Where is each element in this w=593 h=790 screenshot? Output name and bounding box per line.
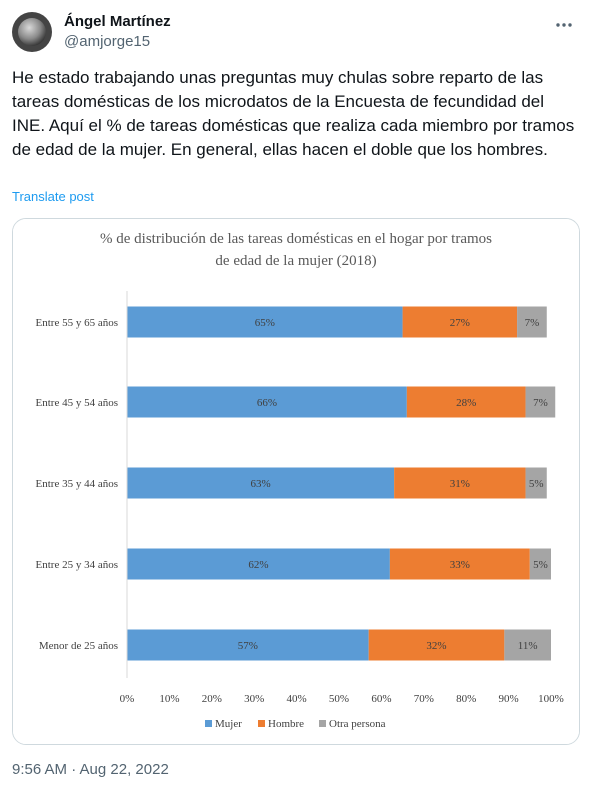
data-label: 5%	[533, 559, 548, 571]
data-label: 7%	[525, 317, 540, 329]
data-label: 5%	[529, 478, 544, 490]
category-label: Menor de 25 años	[39, 640, 118, 652]
x-tick-label: 70%	[414, 693, 434, 705]
x-tick-label: 30%	[244, 693, 264, 705]
more-button[interactable]	[553, 14, 575, 36]
data-label: 66%	[257, 397, 277, 409]
x-tick-label: 10%	[159, 693, 179, 705]
data-label: 32%	[426, 640, 446, 652]
bar-segment-hombre	[394, 467, 526, 499]
author-name[interactable]: Ángel Martínez	[64, 13, 171, 30]
data-label: 27%	[450, 317, 470, 329]
chart-bars: 65% 27% 7% 66% 28% 7% 63% 31% 5% 62% 33% 5% 57% 32% 11…	[127, 306, 556, 661]
bar-segment-mujer	[127, 467, 395, 499]
legend-swatch	[258, 720, 265, 727]
bar-segment-mujer	[127, 548, 390, 580]
category-label: Entre 45 y 54 años	[36, 397, 118, 409]
bar-segment-hombre	[402, 306, 518, 338]
post-header: Ángel Martínez @amjorge15	[12, 12, 581, 56]
stacked-bar-chart: % de distribución de las tareas doméstic…	[13, 219, 579, 744]
data-label: 33%	[450, 559, 470, 571]
category-label: Entre 35 y 44 años	[36, 478, 118, 490]
bar-segment-otra-persona	[504, 629, 551, 661]
chart-title-line-2: de edad de la mujer (2018)	[215, 253, 376, 269]
bar-segment-mujer	[127, 306, 403, 338]
data-label: 31%	[450, 478, 470, 490]
bar-segment-otra-persona	[525, 467, 547, 499]
bar-segment-hombre	[389, 548, 530, 580]
x-tick-label: 40%	[287, 693, 307, 705]
author-handle[interactable]: @amjorge15	[64, 33, 151, 50]
data-label: 11%	[518, 640, 538, 652]
chart-title: % de distribución de las tareas doméstic…	[100, 231, 492, 269]
bar-segment-hombre	[368, 629, 505, 661]
post-media[interactable]: % de distribución de las tareas doméstic…	[12, 218, 580, 745]
category-label: Entre 25 y 34 años	[36, 559, 118, 571]
data-label: 7%	[533, 397, 548, 409]
x-tick-label: 0%	[120, 693, 135, 705]
data-label: 28%	[456, 397, 476, 409]
x-axis: 0% 10% 20% 30% 40% 50% 60% 70% 80% 90% 100%	[120, 291, 564, 705]
x-tick-label: 80%	[456, 693, 476, 705]
x-tick-label: 90%	[499, 693, 519, 705]
legend-label: Mujer	[215, 718, 242, 730]
data-label: 57%	[238, 640, 258, 652]
bar-segment-mujer	[127, 629, 369, 661]
post-timestamp[interactable]: 9:56 AM · Aug 22, 2022	[12, 761, 169, 778]
legend-label: Otra persona	[329, 718, 386, 730]
more-horizontal-icon	[556, 23, 572, 27]
category-labels: Entre 55 y 65 años Entre 45 y 54 años Entr…	[36, 317, 118, 652]
data-label: 62%	[248, 559, 268, 571]
x-tick-label: 100%	[538, 693, 564, 705]
bar-segment-otra-persona	[517, 306, 547, 338]
avatar-image	[18, 18, 46, 46]
bar-segment-hombre	[406, 386, 526, 418]
data-label: 63%	[250, 478, 270, 490]
category-label: Entre 55 y 65 años	[36, 317, 118, 329]
x-tick-label: 50%	[329, 693, 349, 705]
avatar[interactable]	[12, 12, 52, 52]
data-label: 65%	[255, 317, 275, 329]
x-tick-label: 20%	[202, 693, 222, 705]
post-text: He estado trabajando unas preguntas muy …	[12, 68, 575, 159]
bar-segment-mujer	[127, 386, 407, 418]
x-tick-label: 60%	[371, 693, 391, 705]
chart-legend: Mujer Hombre Otra persona	[205, 718, 386, 730]
legend-swatch	[319, 720, 326, 727]
bar-segment-otra-persona	[529, 548, 551, 580]
bar-segment-otra-persona	[525, 386, 556, 418]
legend-swatch	[205, 720, 212, 727]
legend-label: Hombre	[268, 718, 304, 730]
translate-post-link[interactable]: Translate post	[12, 189, 94, 204]
chart-title-line-1: % de distribución de las tareas doméstic…	[100, 231, 492, 247]
